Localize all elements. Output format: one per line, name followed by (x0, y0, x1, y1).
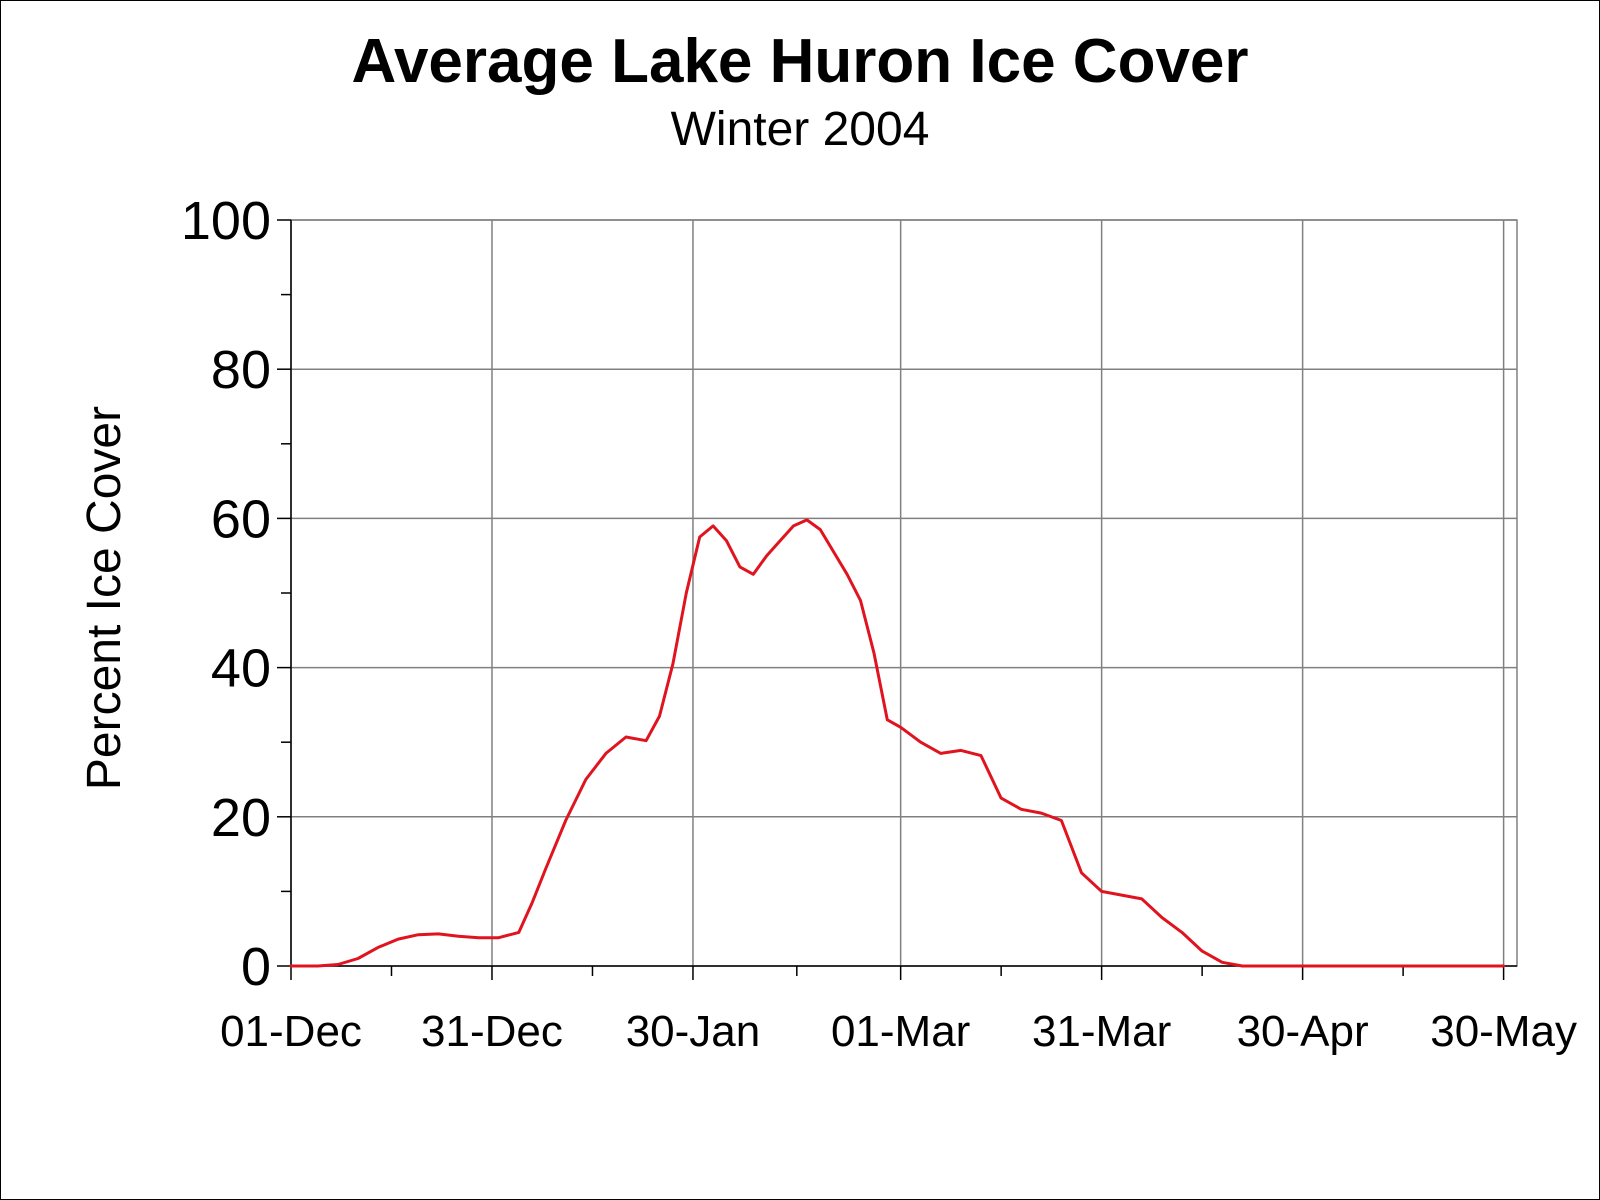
x-tick-label: 01-Mar (831, 1007, 970, 1056)
tick-labels: 0 20 40 60 80 100 01-Dec 31-Dec 30-Jan 01-Mar 31-M… (181, 191, 1577, 1056)
y-tick-label: 80 (211, 340, 271, 400)
y-tick-label: 0 (241, 937, 271, 997)
x-tick-label: 30-Apr (1237, 1007, 1369, 1056)
y-tick-label: 100 (181, 191, 271, 251)
x-tick-label: 30-Jan (626, 1007, 761, 1056)
y-tick-label: 40 (211, 639, 271, 699)
chart-subtitle: Winter 2004 (670, 103, 930, 156)
chart-title: Average Lake Huron Ice Cover (351, 27, 1249, 96)
x-tick-label: 31-Dec (421, 1007, 563, 1056)
series-layer (289, 518, 1506, 968)
y-axis-label: Percent Ice Cover (78, 406, 131, 790)
series-line (289, 518, 1506, 968)
y-tick-label: 20 (211, 788, 271, 848)
x-tick-label: 30-May (1430, 1007, 1577, 1056)
plot-border (290, 219, 1518, 967)
axes (277, 219, 1517, 980)
grid-lines (290, 219, 1518, 967)
x-tick-label: 01-Dec (220, 1007, 362, 1056)
x-tick-label: 31-Mar (1032, 1007, 1171, 1056)
y-tick-label: 60 (211, 489, 271, 549)
